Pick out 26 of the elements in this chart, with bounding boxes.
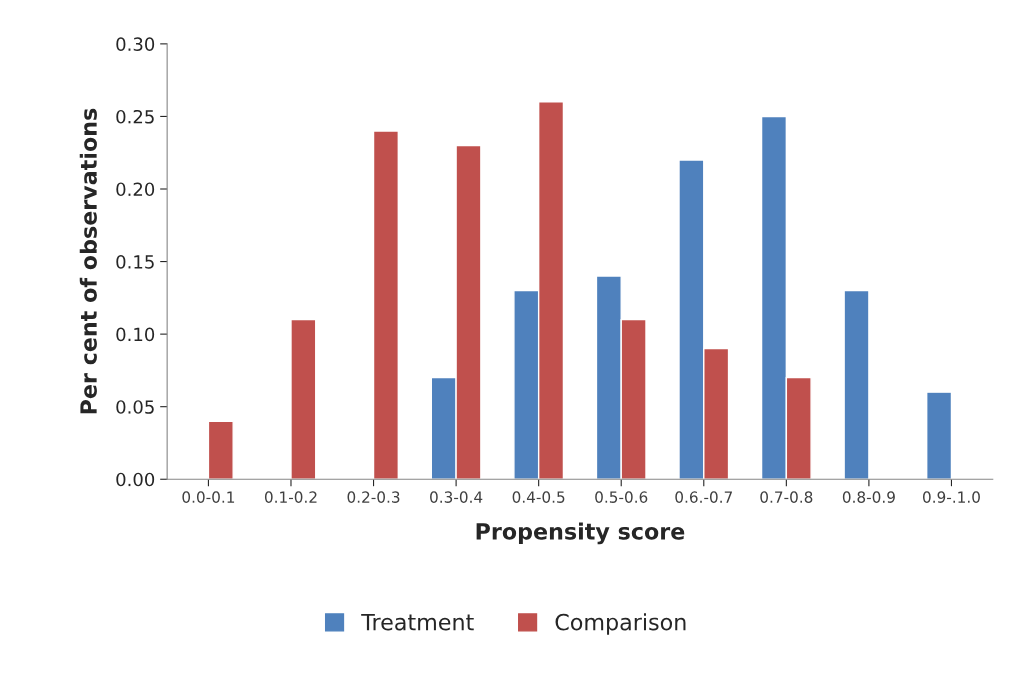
y-tick-label: 0.15 bbox=[116, 255, 154, 269]
y-tick-label: 0.00 bbox=[116, 472, 155, 487]
y-tick-label: 0.05 bbox=[116, 400, 154, 414]
x-tick-label: 0.7-0.8 bbox=[760, 491, 813, 503]
y-tick-label: 0.25 bbox=[116, 109, 154, 124]
legend-label: Comparison bbox=[555, 613, 686, 635]
x-tick-label: 0.8-0.9 bbox=[842, 491, 895, 503]
y-tick-label: 0.10 bbox=[116, 327, 155, 342]
x-tick-label: 0.0-0.1 bbox=[182, 491, 235, 503]
x-tick-label: 0.1-0.2 bbox=[264, 491, 317, 503]
x-tick-label: 0.2-0.3 bbox=[347, 491, 400, 503]
x-tick-label: 0.9-.1.0 bbox=[922, 491, 980, 503]
x-tick-label: 0.6.-0.7 bbox=[675, 491, 732, 503]
x-tick-label: 0.3-0.4 bbox=[430, 491, 483, 503]
bar bbox=[925, 391, 953, 480]
bar bbox=[372, 130, 400, 480]
x-tick-label: 0.5-0.6 bbox=[595, 491, 648, 503]
x-axis-title: Propensity score bbox=[476, 522, 685, 545]
y-axis-title: Per cent of observations bbox=[79, 108, 97, 414]
x-tick-label: 0.4-0.5 bbox=[512, 491, 565, 503]
bar bbox=[290, 318, 317, 480]
y-tick-label: 0.20 bbox=[116, 182, 155, 197]
legend-label: Treatment bbox=[361, 613, 474, 631]
y-tick-label: 0.30 bbox=[116, 37, 155, 51]
bar bbox=[843, 289, 870, 480]
bar bbox=[207, 420, 234, 480]
